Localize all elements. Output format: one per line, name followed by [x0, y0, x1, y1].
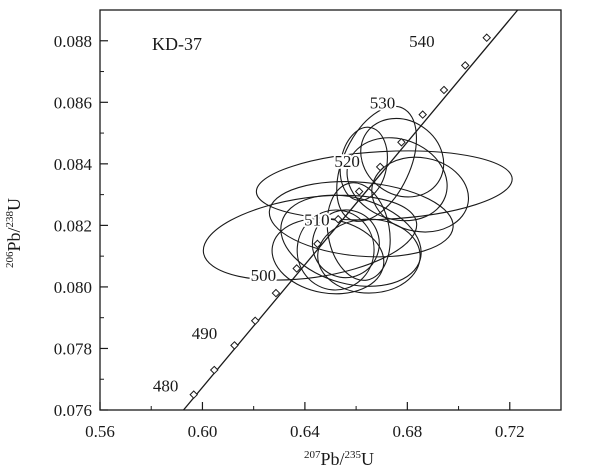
age-label: 520 [334, 152, 360, 171]
y-tick-label: 0.082 [54, 216, 92, 235]
y-axis-title: 206Pb/238U [4, 198, 24, 268]
y-tick-label: 0.078 [54, 339, 92, 358]
concordia-age-marker [375, 162, 385, 172]
error-ellipse [271, 217, 385, 295]
x-tick-label: 0.60 [188, 422, 218, 441]
x-axis-title-el2: U [361, 449, 374, 469]
concordia-age-marker [460, 61, 470, 70]
y-tick-label: 0.084 [54, 155, 93, 174]
error-ellipse [336, 105, 417, 222]
concordia-age-marker [482, 33, 492, 42]
age-label: 480 [153, 377, 179, 396]
axis-ticks: 0.56 0.60 0.64 0.68 0.72 0.076 0.078 0.080 0.082… [54, 32, 525, 441]
error-ellipse [296, 209, 375, 291]
x-tick-label: 0.64 [290, 422, 320, 441]
y-axis-title-sup1: 206 [4, 251, 16, 268]
y-tick-label: 0.088 [54, 32, 92, 51]
error-ellipse [202, 194, 418, 281]
error-ellipses [202, 105, 513, 295]
age-labels: 480 490 500 510 520 530 540 [151, 30, 437, 398]
concordia-age-marker [189, 390, 199, 399]
y-axis-title-el1: Pb/ [4, 227, 24, 251]
age-label: 500 [251, 266, 277, 285]
y-tick-label: 0.080 [54, 278, 92, 297]
error-ellipse [311, 209, 380, 279]
error-ellipse [360, 117, 445, 198]
concordia-age-marker [313, 239, 322, 249]
error-ellipse [268, 181, 454, 258]
x-tick-label: 0.68 [392, 422, 422, 441]
concordia-age-marker [209, 365, 219, 375]
age-label: 530 [370, 93, 396, 112]
concordia-age-marker [418, 110, 428, 119]
age-label: 490 [192, 324, 218, 343]
concordia-curve [182, 10, 519, 410]
error-ellipse [280, 194, 422, 287]
sample-label: KD-37 [152, 34, 202, 54]
error-ellipse [371, 156, 470, 233]
x-tick-label: 0.56 [85, 422, 115, 441]
concordia-age-marker [354, 187, 364, 196]
concordia-age-marker [333, 214, 343, 224]
y-axis-title-sup2: 238 [4, 210, 16, 227]
y-tick-label: 0.076 [54, 401, 92, 420]
x-axis-title-sup1: 207 [304, 449, 321, 461]
y-tick-label: 0.086 [54, 93, 92, 112]
concordia-age-marker [271, 288, 281, 298]
plot-frame [99, 9, 562, 411]
concordia-age-marker [230, 341, 239, 350]
concordia-age-marker [292, 264, 302, 273]
x-axis-title-sup2: 235 [345, 449, 362, 461]
concordia-age-marker [439, 85, 449, 95]
concordia-line [182, 10, 519, 410]
concordia-age-marker [250, 316, 260, 326]
x-axis-title-el1: Pb/ [320, 449, 344, 469]
x-axis-title: 207Pb/235U [304, 449, 374, 469]
age-label: 510 [304, 210, 330, 229]
concordia-age-marker [397, 138, 406, 147]
x-tick-label: 0.72 [495, 422, 525, 441]
y-axis-title-el2: U [4, 198, 24, 211]
age-label: 540 [409, 32, 435, 51]
